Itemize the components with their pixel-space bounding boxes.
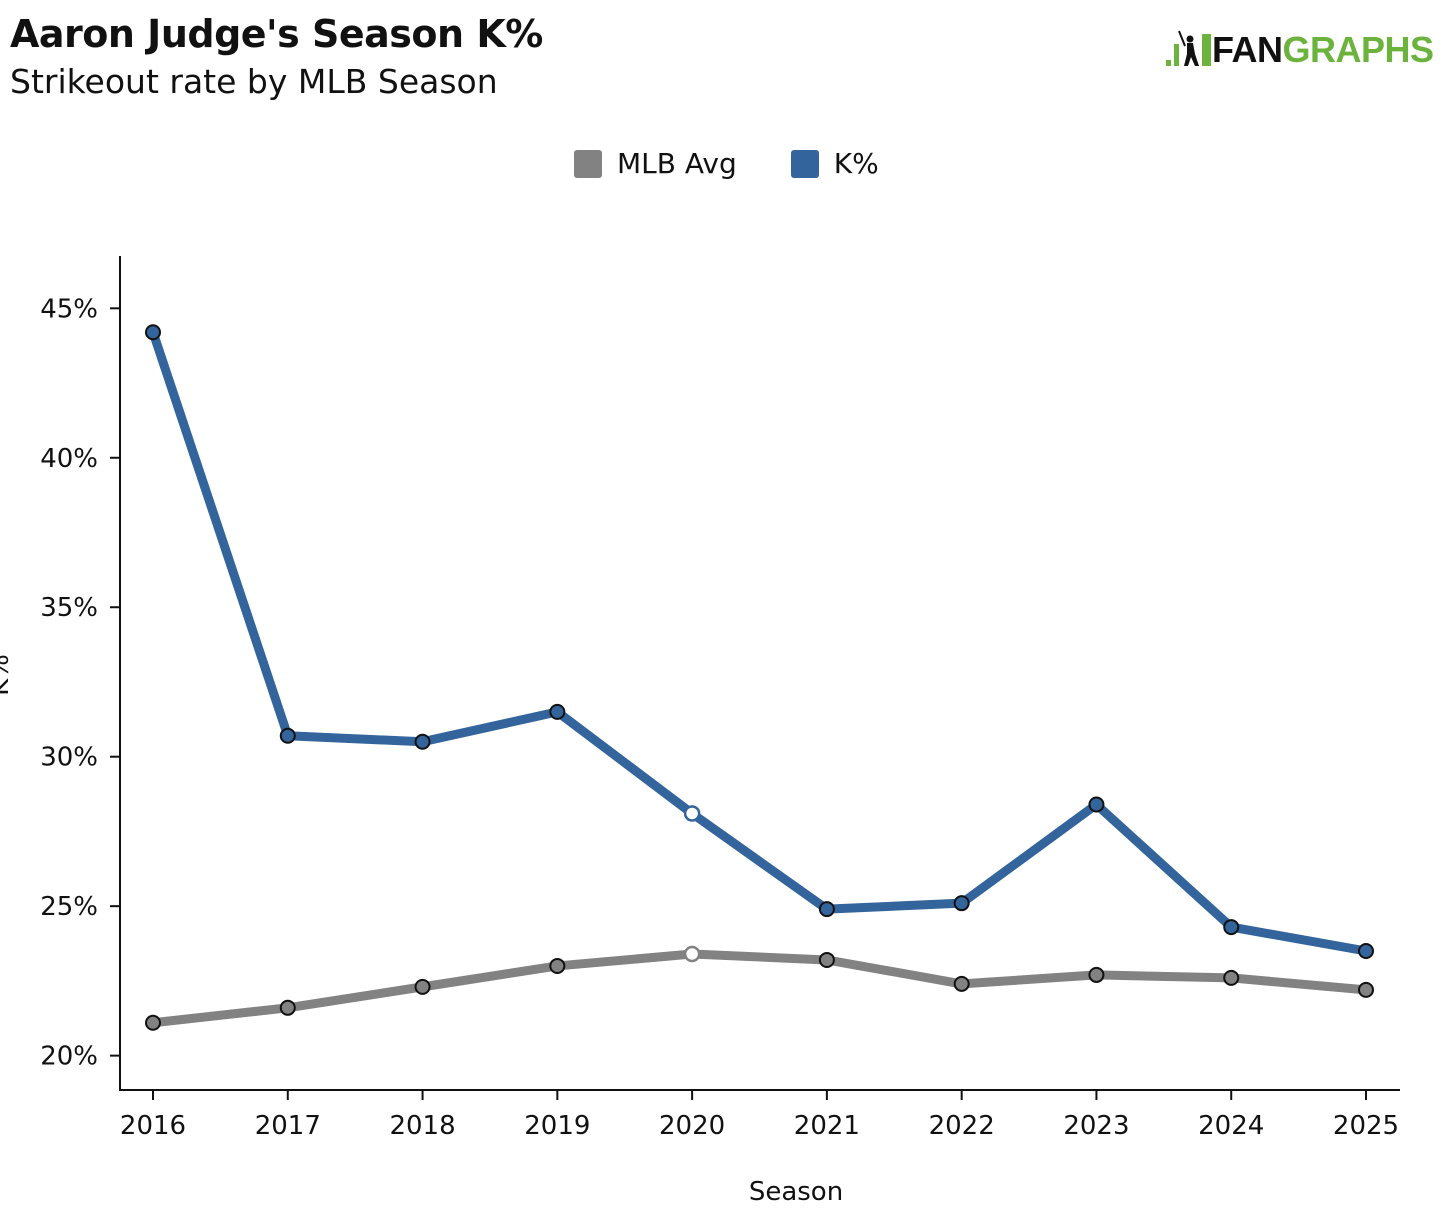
x-tick-label: 2018 bbox=[389, 1111, 455, 1141]
legend-item-k-pct[interactable]: K% bbox=[790, 146, 879, 182]
data-point-k-pct bbox=[279, 727, 296, 744]
data-point-k-pct bbox=[1088, 796, 1105, 813]
data-point-k-pct bbox=[1223, 919, 1240, 936]
series-line-mlb-avg bbox=[148, 949, 1371, 1028]
y-tick-label: 20% bbox=[40, 1042, 98, 1072]
y-tick-label: 25% bbox=[40, 892, 98, 922]
x-tick-label: 2017 bbox=[255, 1111, 321, 1141]
data-point-k-pct bbox=[145, 324, 161, 341]
logo-fan-text: FAN bbox=[1212, 29, 1283, 70]
batter-icon bbox=[1166, 30, 1211, 66]
x-tick-label: 2023 bbox=[1063, 1111, 1129, 1141]
x-tick-label: 2025 bbox=[1333, 1111, 1399, 1141]
legend-label-k-pct: K% bbox=[833, 147, 879, 180]
data-point-k-pct bbox=[683, 805, 701, 822]
legend-item-mlb-avg[interactable]: MLB Avg bbox=[574, 146, 737, 182]
data-point-mlb-avg bbox=[549, 957, 566, 974]
data-point-mlb-avg bbox=[683, 945, 701, 963]
data-point-mlb-avg bbox=[1358, 981, 1374, 998]
data-point-k-pct bbox=[818, 901, 835, 918]
y-tick-label: 30% bbox=[40, 743, 98, 773]
legend-swatch-mlb-avg bbox=[574, 150, 602, 178]
series-line-k-pct bbox=[148, 327, 1371, 956]
data-point-mlb-avg bbox=[414, 978, 431, 995]
chart-legend: MLB Avg K% bbox=[574, 144, 879, 184]
data-point-mlb-avg bbox=[818, 951, 835, 968]
x-tick-label: 2020 bbox=[659, 1111, 725, 1141]
x-tick-label: 2022 bbox=[929, 1111, 995, 1141]
x-axis-title: Season bbox=[749, 1177, 843, 1207]
data-point-k-pct bbox=[549, 703, 566, 720]
x-tick-label: 2016 bbox=[120, 1111, 186, 1141]
chart-title: Aaron Judge's Season K% bbox=[10, 12, 543, 56]
data-point-mlb-avg bbox=[953, 975, 970, 992]
data-point-k-pct bbox=[1358, 943, 1374, 959]
data-point-mlb-avg bbox=[145, 1014, 161, 1031]
legend-swatch-k-pct bbox=[790, 150, 819, 178]
y-tick-label: 45% bbox=[40, 294, 98, 324]
data-point-mlb-avg bbox=[279, 999, 296, 1016]
y-axis-title: K% bbox=[0, 654, 15, 696]
legend-label-mlb-avg: MLB Avg bbox=[617, 147, 737, 180]
x-tick-label: 2024 bbox=[1198, 1111, 1264, 1141]
data-point-k-pct bbox=[953, 895, 970, 912]
data-point-k-pct bbox=[414, 733, 431, 750]
chart-subtitle: Strikeout rate by MLB Season bbox=[10, 62, 498, 101]
fangraphs-logo[interactable]: FANGRAPHS bbox=[1164, 28, 1434, 72]
data-point-mlb-avg bbox=[1223, 969, 1240, 986]
data-point-mlb-avg bbox=[1088, 966, 1105, 983]
x-tick-label: 2021 bbox=[794, 1111, 860, 1141]
y-tick-label: 35% bbox=[40, 593, 98, 623]
y-tick-label: 40% bbox=[40, 444, 98, 474]
logo-graphs-text: GRAPHS bbox=[1282, 29, 1435, 70]
x-tick-label: 2019 bbox=[524, 1111, 590, 1141]
